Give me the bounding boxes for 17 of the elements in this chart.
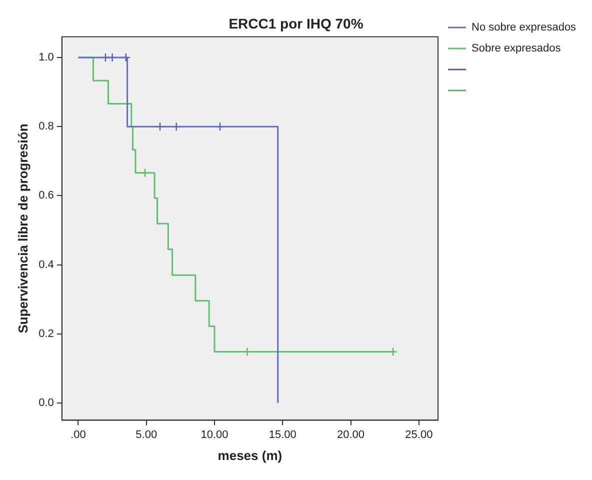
- chart-title: ERCC1 por IHQ 70%: [228, 15, 364, 32]
- y-tick-label: 0.4: [38, 258, 54, 271]
- x-tick-label: 20.00: [337, 428, 365, 441]
- x-tick-label: 25.00: [405, 428, 433, 441]
- x-tick-label: 10.00: [200, 428, 228, 441]
- y-tick-label: 0.2: [38, 328, 54, 340]
- y-tick-label: 0.6: [38, 190, 54, 202]
- y-tick-label: 0.8: [38, 120, 54, 133]
- x-tick-label: .00: [70, 428, 86, 441]
- x-axis-title: meses (m): [218, 448, 282, 463]
- legend-label: No sobre expresados: [472, 22, 577, 34]
- y-tick-label: 0.0: [38, 396, 54, 409]
- x-tick-label: 15.00: [268, 428, 296, 441]
- x-tick-label: 5.00: [136, 428, 158, 441]
- y-tick-label: 1.0: [38, 52, 54, 64]
- y-axis-title: Supervivencia libre de progresión: [15, 124, 30, 334]
- legend-label: Sobre expresados: [472, 42, 562, 55]
